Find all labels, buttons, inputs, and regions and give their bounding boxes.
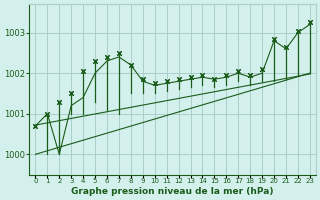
- X-axis label: Graphe pression niveau de la mer (hPa): Graphe pression niveau de la mer (hPa): [71, 187, 274, 196]
